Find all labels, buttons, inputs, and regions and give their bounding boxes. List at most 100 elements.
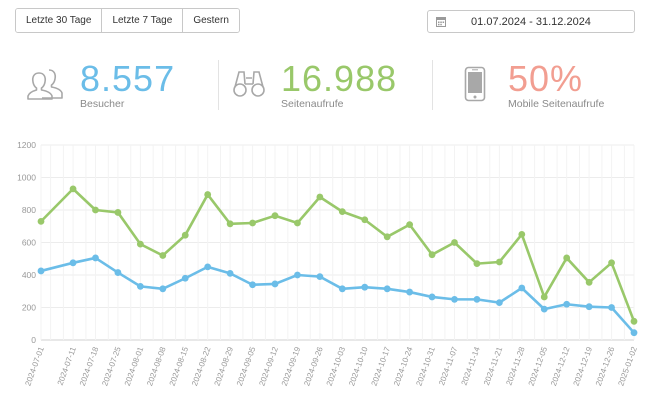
data-point-besucher [495,299,503,307]
x-tick-label: 2024-10-24 [392,345,415,387]
data-point-besucher [181,274,189,282]
series-line-seitenaufrufe [39,187,636,323]
date-range-presets: Letzte 30 Tage Letzte 7 Tage Gestern [15,8,240,33]
mobile-pageviews-value: 50% [508,58,584,99]
data-point-besucher [249,281,256,289]
data-point-besucher [406,288,414,296]
x-tick-label: 2024-10-03 [325,345,348,387]
y-tick-label: 800 [22,205,36,215]
x-tick-label: 2024-11-21 [482,345,504,386]
x-tick-label: 2024-07-25 [100,345,123,387]
x-tick-label: 2024-12-05 [527,345,550,387]
x-tick-label: 2024-11-14 [460,345,482,386]
data-point-seitenaufrufe [204,191,212,198]
data-point-seitenaufrufe [338,208,346,216]
x-tick-label: 2024-10-10 [347,345,370,387]
data-point-besucher [226,269,234,277]
data-point-seitenaufrufe [563,254,571,262]
data-point-seitenaufrufe [630,317,638,325]
data-point-seitenaufrufe [495,258,503,266]
data-point-besucher [361,283,369,291]
data-point-besucher [563,300,571,308]
data-point-seitenaufrufe [136,240,144,248]
y-tick-label: 0 [31,335,36,345]
x-tick-label: 2024-09-19 [280,345,303,387]
data-point-seitenaufrufe [316,193,324,201]
data-point-seitenaufrufe [383,233,391,241]
calendar-icon [436,17,446,27]
x-tick-label: 2024-07-18 [78,345,101,387]
x-tick-label: 2024-10-31 [414,345,437,387]
range-yesterday-button[interactable]: Gestern [183,9,239,32]
stat-divider [218,60,219,110]
data-point-besucher [92,254,99,262]
users-icon [27,69,63,100]
y-tick-label: 400 [22,270,36,280]
y-tick-label: 1200 [17,140,36,150]
stat-pageviews: 16.988 Seitenaufrufe [232,58,422,114]
data-point-seitenaufrufe [249,219,256,227]
data-point-seitenaufrufe [585,278,593,286]
x-tick-label: 2024-09-05 [235,345,258,387]
data-point-besucher [136,282,144,290]
x-tick-label: 2024-07-01 [23,345,46,387]
stat-divider [432,60,433,110]
x-tick-label: 2024-09-12 [257,345,280,387]
data-point-seitenaufrufe [540,293,548,301]
data-point-seitenaufrufe [271,212,279,220]
data-point-besucher [473,295,481,303]
x-tick-label: 2024-09-26 [302,345,325,387]
range-last-7-days-button[interactable]: Letzte 7 Tage [102,9,184,32]
data-point-seitenaufrufe [159,252,167,259]
data-point-seitenaufrufe [428,251,436,259]
x-tick-label: 2024-07-11 [56,345,78,386]
date-range-picker[interactable]: 01.07.2024 - 31.12.2024 [427,10,635,33]
y-tick-label: 600 [22,238,36,248]
data-point-seitenaufrufe [226,220,234,228]
pageviews-value: 16.988 [281,58,398,99]
x-tick-label: 2024-11-28 [504,345,526,386]
x-tick-label: 2024-11-07 [437,345,459,386]
data-point-besucher [204,263,212,271]
x-tick-label: 2024-10-17 [370,345,393,387]
data-point-besucher [518,284,526,292]
x-tick-label: 2024-08-22 [190,345,213,387]
data-point-besucher [114,269,122,276]
data-point-besucher [338,285,346,293]
visitors-value: 8.557 [80,58,176,99]
data-point-seitenaufrufe [181,231,189,239]
data-point-besucher [383,285,391,293]
data-point-besucher [428,293,436,301]
data-point-seitenaufrufe [294,219,301,227]
data-point-besucher [294,271,301,279]
data-point-seitenaufrufe [92,206,99,214]
data-point-besucher [608,304,615,311]
x-tick-label: 2024-08-01 [123,345,146,387]
x-tick-label: 2024-08-08 [145,345,168,387]
data-point-besucher [630,329,638,337]
x-tick-label: 2024-12-12 [549,345,572,387]
data-point-seitenaufrufe [406,221,414,229]
data-point-seitenaufrufe [37,217,45,225]
data-point-besucher [159,285,167,293]
data-point-seitenaufrufe [518,230,526,238]
stat-mobile-pageviews: 50% Mobile Seitenaufrufe [464,58,644,114]
y-tick-label: 1000 [17,173,36,183]
range-last-30-days-button[interactable]: Letzte 30 Tage [16,9,103,32]
data-point-seitenaufrufe [451,239,458,246]
data-point-seitenaufrufe [114,209,122,216]
x-tick-label: 2024-12-19 [572,345,595,387]
traffic-line-chart: 0 200 400 600 800 1000 1200 2024-07-01 2024-07-1… [17,140,639,387]
date-range-text: 01.07.2024 - 31.12.2024 [471,15,591,28]
data-point-seitenaufrufe [361,216,369,224]
data-point-seitenaufrufe [608,259,615,267]
x-tick-label: 2024-12-26 [594,345,617,387]
data-point-besucher [540,305,548,313]
stat-visitors: 8.557 Besucher [26,58,206,114]
smartphone-icon [464,66,486,102]
mobile-pageviews-label: Mobile Seitenaufrufe [508,98,605,110]
visitors-label: Besucher [80,98,125,110]
data-point-besucher [451,295,458,303]
data-point-besucher [316,273,324,281]
y-tick-label: 200 [22,303,36,313]
